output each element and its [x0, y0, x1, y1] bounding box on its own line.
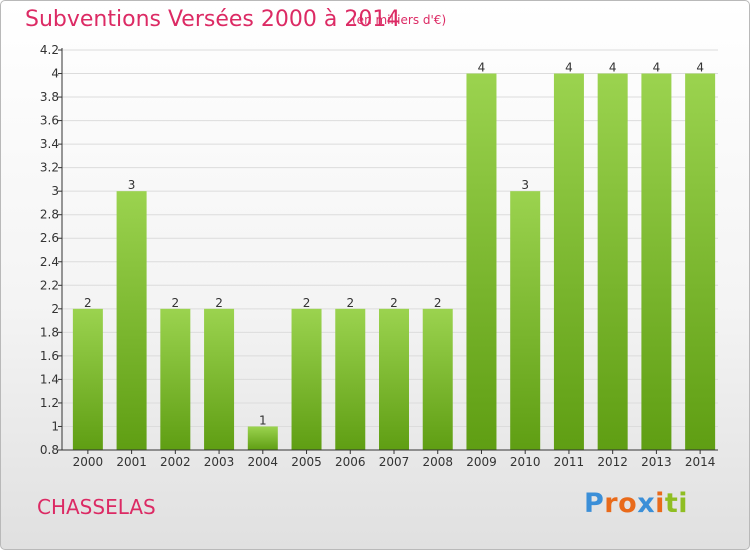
bar-value-label: 2	[303, 296, 311, 310]
x-tick-label: 2007	[379, 455, 410, 469]
bar	[685, 73, 716, 450]
y-tick-label: 3.6	[40, 114, 59, 128]
y-tick-label: 2.2	[40, 278, 59, 292]
y-tick-label: 3.2	[40, 161, 59, 175]
y-tick-label: 1.4	[40, 372, 59, 386]
y-tick-label: 1.2	[40, 396, 59, 410]
bar	[466, 73, 497, 450]
bar-value-label: 2	[172, 296, 180, 310]
x-tick-label: 2004	[248, 455, 279, 469]
bar-value-label: 4	[653, 61, 661, 75]
bar	[247, 426, 278, 450]
x-tick-label: 2002	[160, 455, 191, 469]
y-tick-label: 1.6	[40, 349, 59, 363]
bar	[379, 308, 409, 450]
bar	[422, 308, 453, 450]
bar-value-label: 2	[84, 296, 92, 310]
x-tick-label: 2009	[466, 455, 497, 469]
bar-value-label: 4	[478, 61, 486, 75]
logo-letter: P	[584, 488, 605, 519]
bar	[72, 308, 103, 450]
x-tick-label: 2005	[291, 455, 322, 469]
y-tick-label: 1.8	[40, 325, 59, 339]
bar	[597, 73, 628, 450]
bar-value-label: 4	[609, 61, 617, 75]
y-tick-label: 2	[51, 302, 59, 316]
bar-value-label: 2	[346, 296, 354, 310]
logo-letter: x	[637, 488, 656, 519]
bar-value-label: 2	[390, 296, 398, 310]
y-tick-label: 3.4	[40, 137, 59, 151]
logo-letter: r	[604, 488, 619, 519]
bar	[291, 308, 322, 450]
bar-value-label: 2	[215, 296, 223, 310]
y-tick-label: 2.8	[40, 208, 59, 222]
x-tick-label: 2014	[685, 455, 716, 469]
y-tick-label: 3	[51, 184, 59, 198]
commune-name: CHASSELAS	[37, 495, 156, 519]
bar	[553, 73, 584, 450]
bar-value-label: 4	[565, 61, 573, 75]
x-tick-label: 2000	[73, 455, 104, 469]
y-tick-label: 3.8	[40, 90, 59, 104]
x-tick-label: 2001	[116, 455, 147, 469]
y-tick-label: 4	[51, 67, 59, 81]
y-tick-label: 2.4	[40, 255, 59, 269]
x-tick-label: 2006	[335, 455, 366, 469]
bar	[160, 308, 191, 450]
logo-letter: i	[655, 488, 665, 519]
x-tick-label: 2013	[641, 455, 672, 469]
y-tick-label: 2.6	[40, 231, 59, 245]
bar-value-label: 3	[128, 178, 136, 192]
logo-letter: o	[618, 488, 638, 519]
proxiti-logo: Proxiti	[584, 488, 688, 519]
x-tick-label: 2010	[510, 455, 541, 469]
bar-value-label: 4	[696, 61, 704, 75]
y-tick-label: 0.8	[40, 443, 59, 457]
bar-value-label: 3	[521, 178, 529, 192]
bar	[116, 191, 147, 451]
y-tick-label: 4.2	[40, 43, 59, 57]
bar	[641, 73, 672, 450]
bar	[335, 308, 366, 450]
chart-unit-note: (en milliers d'€)	[352, 13, 447, 27]
y-tick-label: 1	[51, 419, 59, 433]
chart-title: Subventions Versées 2000 à 2014	[25, 7, 401, 32]
bar	[510, 191, 541, 451]
bar-value-label: 2	[434, 296, 442, 310]
logo-letter: i	[678, 488, 689, 519]
bar	[204, 308, 235, 450]
x-tick-label: 2003	[204, 455, 235, 469]
x-tick-label: 2012	[597, 455, 628, 469]
x-tick-label: 2011	[554, 455, 585, 469]
logo-letter: t	[664, 488, 679, 519]
bar-value-label: 1	[259, 413, 267, 427]
x-tick-label: 2008	[422, 455, 453, 469]
